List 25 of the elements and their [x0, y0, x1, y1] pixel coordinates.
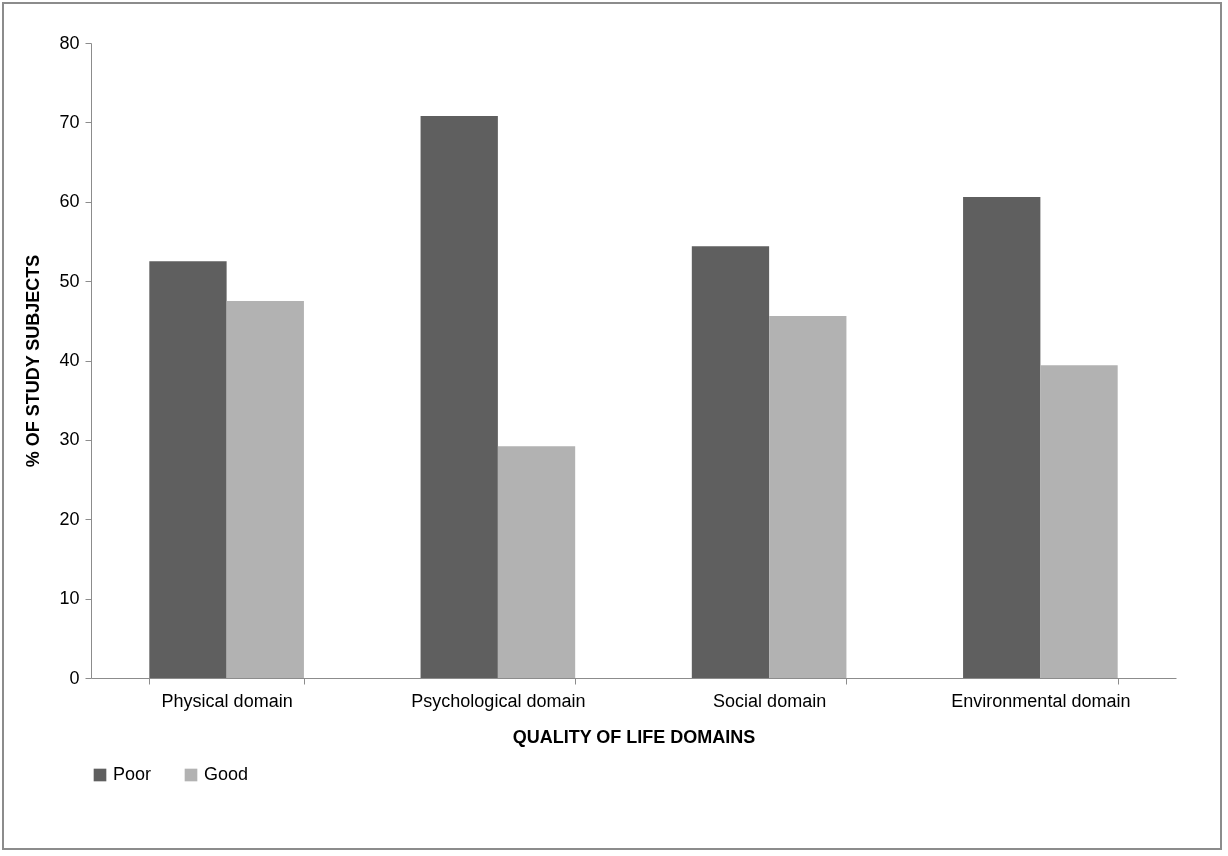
- bar: [691, 246, 770, 678]
- x-tick-label: Psychological domain: [411, 690, 586, 711]
- bar: [149, 261, 227, 678]
- y-tick-label: 70: [59, 111, 80, 132]
- y-axis-title: % OF STUDY SUBJECTS: [23, 254, 44, 468]
- y-tick-label: 50: [59, 270, 80, 291]
- legend-label: Good: [204, 764, 249, 784]
- bar: [226, 300, 304, 678]
- bar: [963, 196, 1041, 678]
- bar: [497, 446, 576, 678]
- x-tick-label: Environmental domain: [951, 690, 1131, 711]
- y-tick-label: 10: [59, 588, 80, 609]
- bar: [1040, 365, 1118, 678]
- x-axis-title: QUALITY OF LIFE DOMAINS: [512, 726, 756, 747]
- x-tick-label: Physical domain: [161, 690, 293, 711]
- x-tick-label: Social domain: [713, 690, 827, 711]
- y-tick-label: 60: [59, 191, 80, 212]
- bar: [769, 316, 847, 678]
- y-tick-label: 40: [59, 350, 80, 370]
- y-tick-label: 30: [59, 429, 80, 450]
- y-tick-label: 20: [59, 508, 80, 529]
- y-tick-label: 80: [59, 32, 80, 53]
- bar: [420, 116, 498, 678]
- legend-label: Poor: [113, 764, 152, 784]
- y-tick-label: 0: [69, 667, 80, 688]
